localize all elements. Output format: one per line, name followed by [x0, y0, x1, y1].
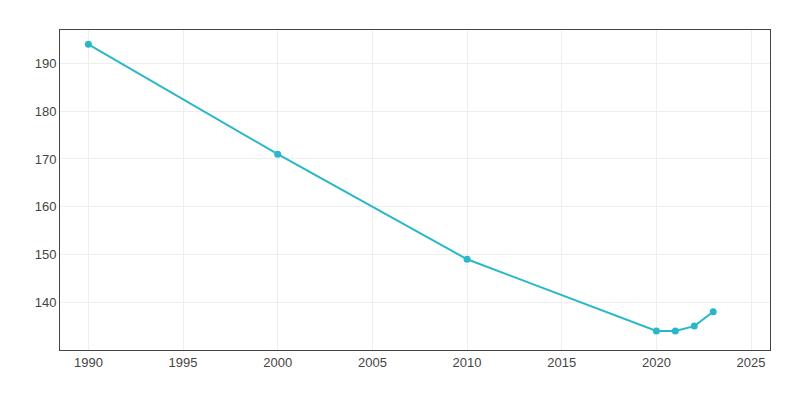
svg-text:2005: 2005 — [358, 355, 387, 370]
svg-text:1995: 1995 — [169, 355, 198, 370]
svg-text:160: 160 — [35, 199, 57, 214]
svg-text:2020: 2020 — [642, 355, 671, 370]
svg-text:140: 140 — [35, 295, 57, 310]
svg-text:2000: 2000 — [263, 355, 292, 370]
svg-text:2025: 2025 — [737, 355, 766, 370]
svg-text:2015: 2015 — [547, 355, 576, 370]
svg-text:2010: 2010 — [453, 355, 482, 370]
svg-text:170: 170 — [35, 152, 57, 167]
svg-text:1990: 1990 — [74, 355, 103, 370]
svg-text:150: 150 — [35, 247, 57, 262]
svg-text:180: 180 — [35, 104, 57, 119]
svg-text:190: 190 — [35, 56, 57, 71]
